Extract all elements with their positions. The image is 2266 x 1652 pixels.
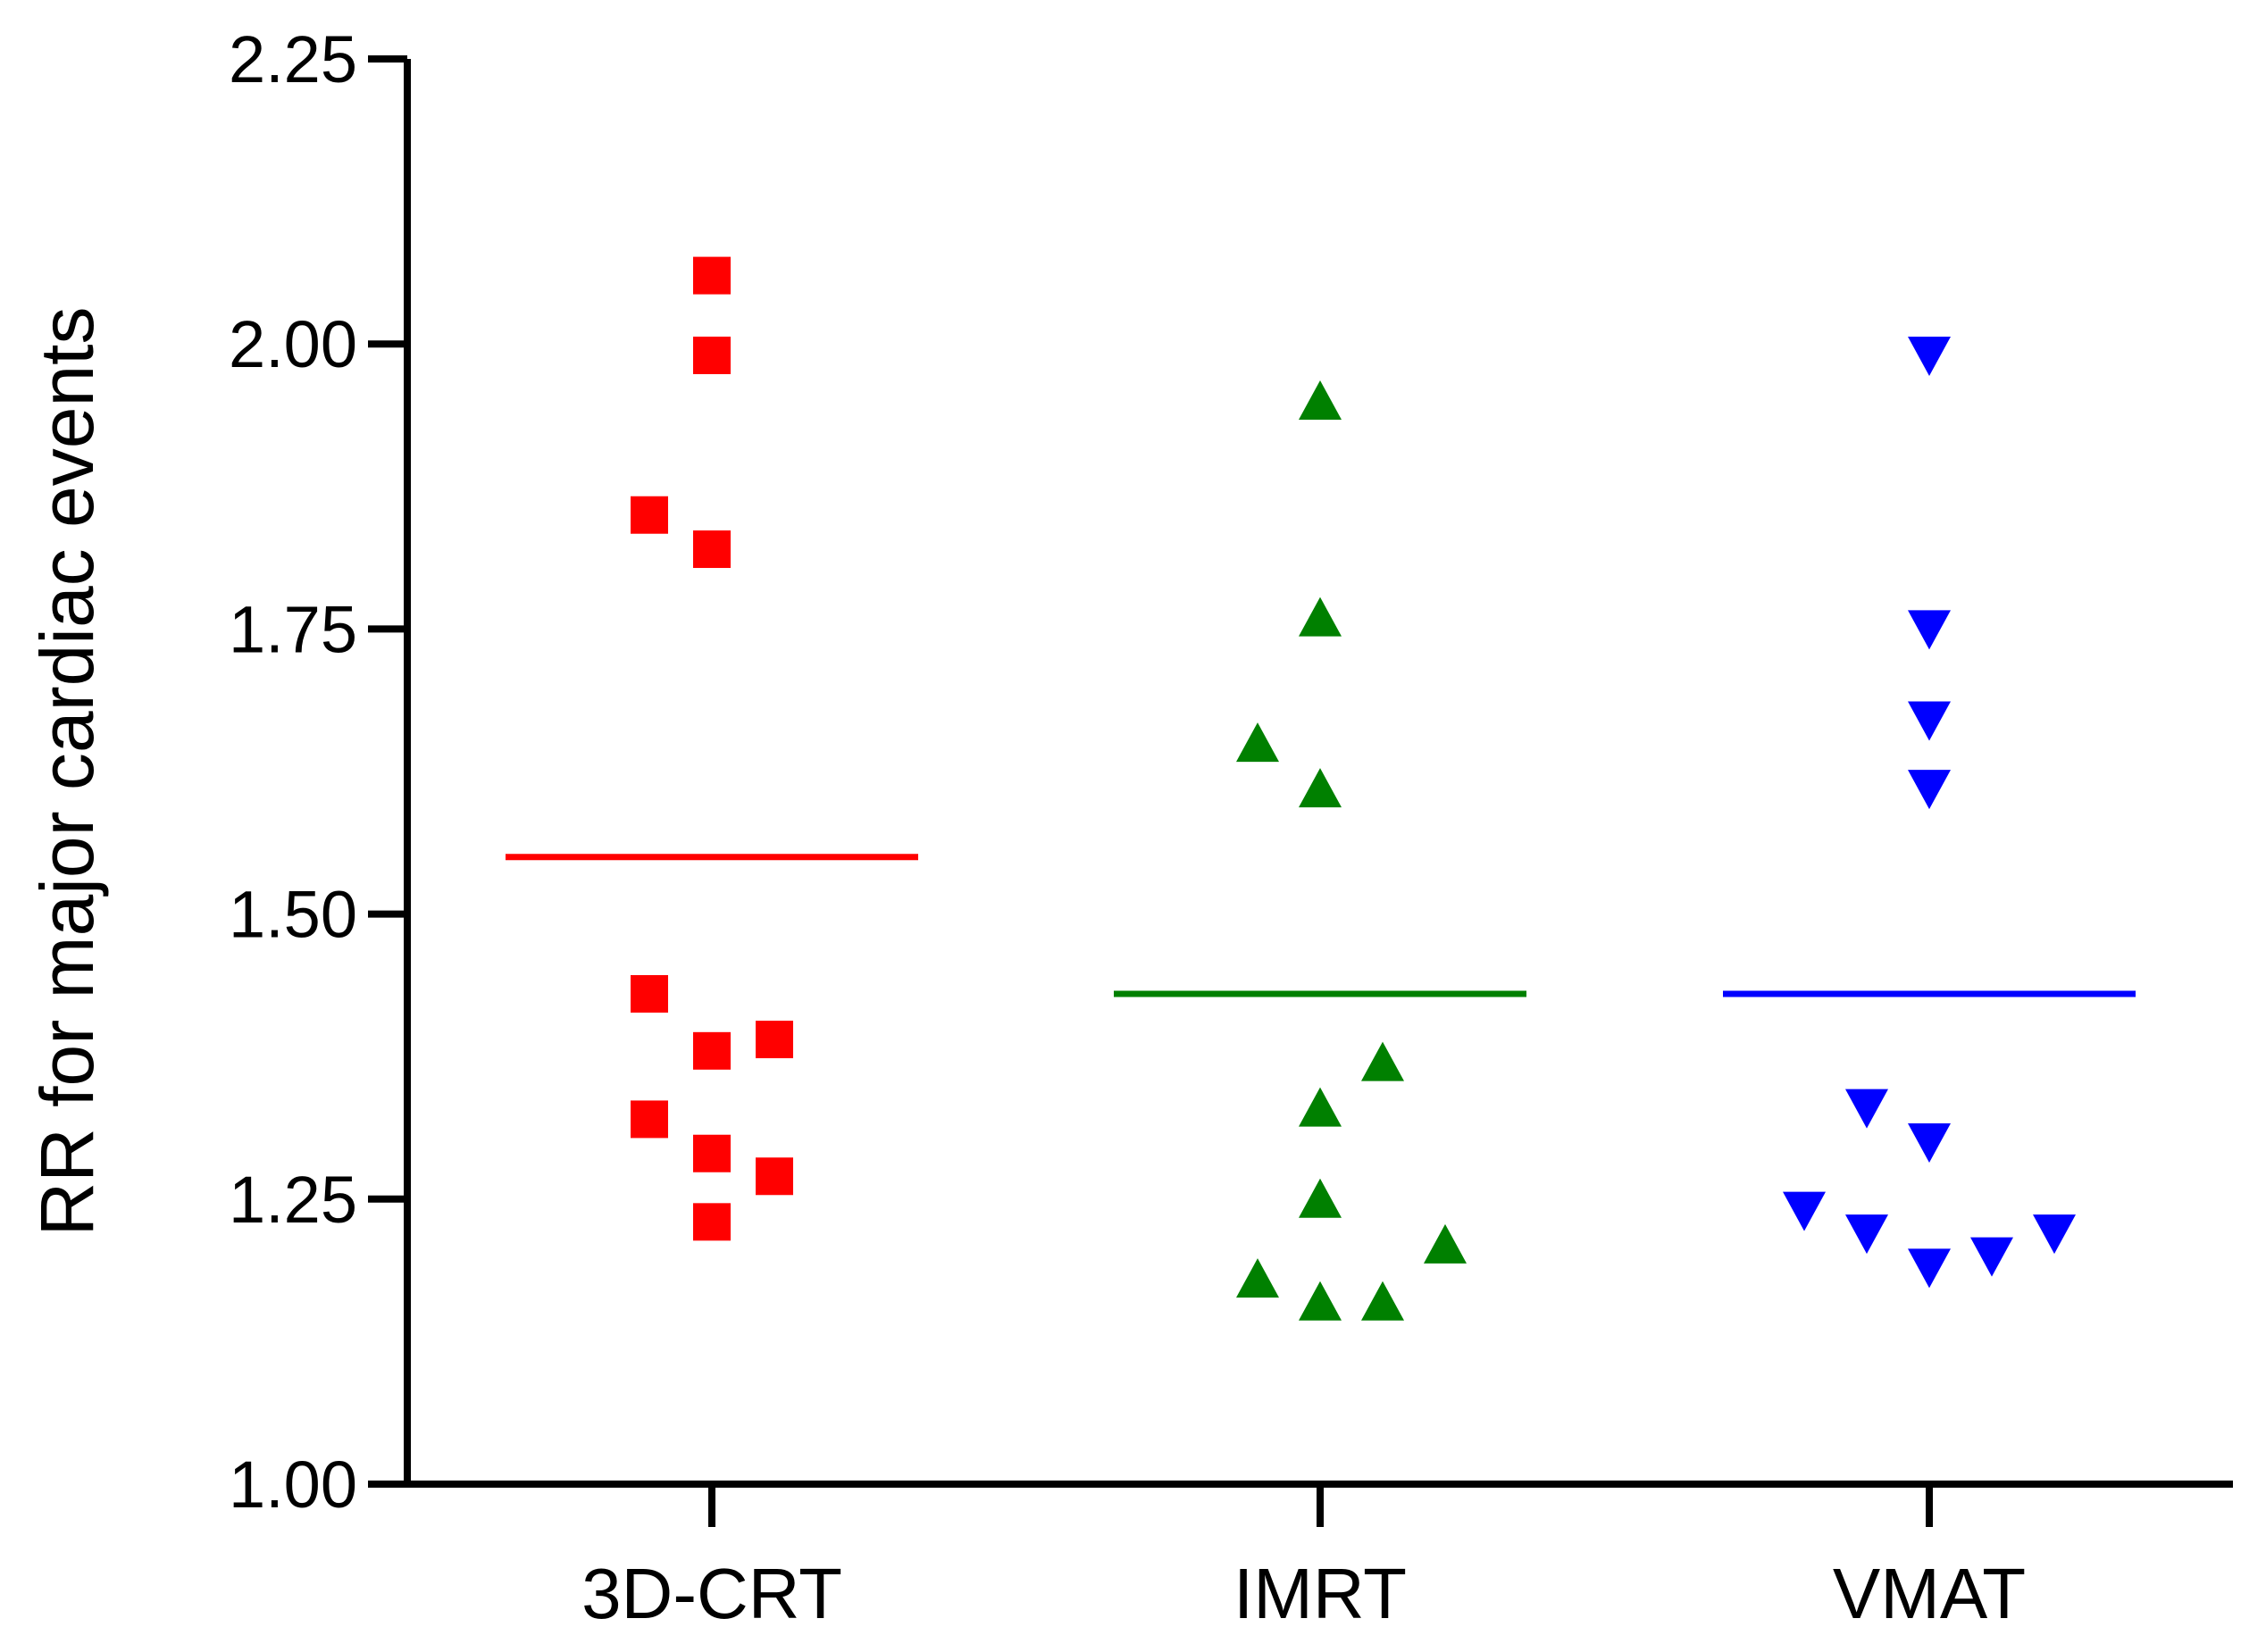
y-tick-label: 1.25 xyxy=(229,1163,357,1237)
x-tick-label: 3D-CRT xyxy=(581,1554,842,1633)
mean-lines xyxy=(506,854,2136,997)
data-point xyxy=(1361,1041,1404,1081)
data-point xyxy=(1299,597,1342,637)
data-point xyxy=(2033,1214,2076,1255)
data-point xyxy=(1299,1087,1342,1127)
y-tick-label: 2.25 xyxy=(229,22,357,96)
data-point xyxy=(693,1203,731,1241)
data-point xyxy=(1908,336,1951,376)
y-tick-label: 2.00 xyxy=(229,307,357,381)
y-tick-label: 1.75 xyxy=(229,592,357,666)
y-tick-label: 1.50 xyxy=(229,878,357,952)
data-point xyxy=(631,1100,668,1139)
data-point xyxy=(631,496,668,534)
data-point xyxy=(1908,1248,1951,1289)
data-point xyxy=(693,1031,731,1070)
data-point xyxy=(1299,1178,1342,1218)
x-tick-label: IMRT xyxy=(1233,1554,1407,1633)
data-point xyxy=(1908,770,1951,810)
data-point xyxy=(1236,1258,1279,1298)
data-point xyxy=(1299,380,1342,421)
y-ticks: 1.00 1.25 1.50 1.75 2.00 2.25 xyxy=(229,22,407,1522)
data-point xyxy=(1361,1281,1404,1321)
x-axis: 3D-CRT IMRT VMAT xyxy=(404,1481,2233,1633)
data-point xyxy=(1908,610,1951,650)
y-tick-label: 1.00 xyxy=(229,1448,357,1522)
data-point xyxy=(1845,1089,1888,1129)
y-axis-title: RR for major cardiac events xyxy=(25,306,109,1236)
data-point xyxy=(1908,1122,1951,1163)
y-axis: 1.00 1.25 1.50 1.75 2.00 2.25 xyxy=(229,22,411,1522)
data-point xyxy=(1299,1281,1342,1321)
data-point xyxy=(693,1134,731,1172)
data-point xyxy=(693,256,731,295)
data-point xyxy=(1783,1191,1826,1231)
data-point xyxy=(756,1021,793,1059)
data-point xyxy=(1299,768,1342,808)
data-point xyxy=(1970,1237,2013,1277)
data-points xyxy=(631,256,2076,1321)
data-point xyxy=(756,1157,793,1196)
x-tick-label: VMAT xyxy=(1833,1554,2026,1633)
data-point xyxy=(1424,1223,1467,1264)
data-point xyxy=(631,974,668,1013)
data-point xyxy=(693,530,731,569)
data-point xyxy=(1908,701,1951,741)
data-point xyxy=(1236,722,1279,763)
data-point xyxy=(1845,1214,1888,1255)
x-ticks: 3D-CRT IMRT VMAT xyxy=(581,1484,2026,1633)
data-point xyxy=(693,336,731,374)
